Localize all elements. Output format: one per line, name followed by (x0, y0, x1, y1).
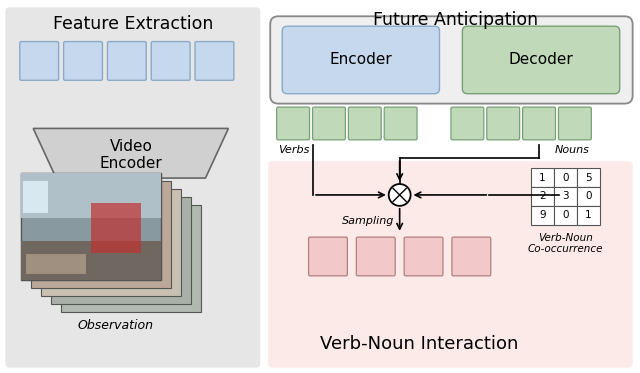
FancyBboxPatch shape (195, 41, 234, 80)
FancyBboxPatch shape (268, 161, 632, 368)
FancyBboxPatch shape (452, 237, 491, 276)
Text: 0: 0 (562, 173, 569, 182)
Text: 2: 2 (540, 191, 546, 201)
Text: Decoder: Decoder (509, 53, 573, 68)
Bar (21, 173, 161, 280)
FancyBboxPatch shape (348, 107, 381, 140)
FancyBboxPatch shape (404, 237, 443, 276)
Text: 3: 3 (562, 191, 569, 201)
Text: 0: 0 (585, 191, 591, 201)
Text: Verbs: Verbs (278, 145, 310, 155)
Bar (21, 173, 161, 280)
Bar (554, 187, 577, 206)
Bar (91, 203, 141, 253)
FancyBboxPatch shape (384, 107, 417, 140)
FancyBboxPatch shape (559, 107, 591, 140)
FancyBboxPatch shape (151, 41, 190, 80)
Bar (577, 187, 600, 206)
Bar (31, 181, 171, 288)
Text: 1: 1 (540, 173, 546, 182)
FancyBboxPatch shape (356, 237, 395, 276)
FancyBboxPatch shape (276, 107, 310, 140)
Bar (531, 168, 554, 187)
Bar (531, 206, 554, 225)
FancyBboxPatch shape (5, 7, 260, 368)
Text: 9: 9 (540, 210, 546, 220)
FancyBboxPatch shape (487, 107, 520, 140)
Text: Sampling: Sampling (342, 216, 395, 226)
FancyBboxPatch shape (20, 41, 59, 80)
Text: Nouns: Nouns (555, 145, 590, 155)
Text: 5: 5 (585, 173, 591, 182)
Text: 1: 1 (585, 210, 591, 220)
Text: Verb-Noun Interaction: Verb-Noun Interaction (321, 335, 519, 353)
FancyBboxPatch shape (282, 26, 440, 94)
Polygon shape (33, 128, 228, 178)
Text: Video
Encoder: Video Encoder (99, 139, 162, 172)
Text: 0: 0 (562, 210, 569, 220)
FancyBboxPatch shape (312, 107, 346, 140)
Bar (554, 168, 577, 187)
FancyBboxPatch shape (462, 26, 620, 94)
Bar (554, 206, 577, 225)
FancyBboxPatch shape (523, 107, 556, 140)
Circle shape (388, 184, 411, 206)
Bar (61, 205, 200, 312)
Bar (26, 254, 86, 274)
Bar (21, 241, 161, 280)
FancyBboxPatch shape (451, 107, 484, 140)
FancyBboxPatch shape (270, 16, 632, 104)
Bar (577, 206, 600, 225)
Text: Future Anticipation: Future Anticipation (373, 11, 538, 29)
Bar (531, 187, 554, 206)
Bar (577, 168, 600, 187)
FancyBboxPatch shape (63, 41, 102, 80)
FancyBboxPatch shape (108, 41, 147, 80)
FancyBboxPatch shape (308, 237, 348, 276)
Bar (41, 189, 180, 296)
Text: Feature Extraction: Feature Extraction (52, 15, 213, 33)
Text: Encoder: Encoder (330, 53, 392, 68)
Bar (23, 181, 48, 213)
Bar (21, 173, 161, 218)
Text: Verb-Noun
Co-occurrence: Verb-Noun Co-occurrence (528, 233, 603, 254)
Bar (51, 197, 191, 304)
Text: Observation: Observation (78, 319, 154, 332)
